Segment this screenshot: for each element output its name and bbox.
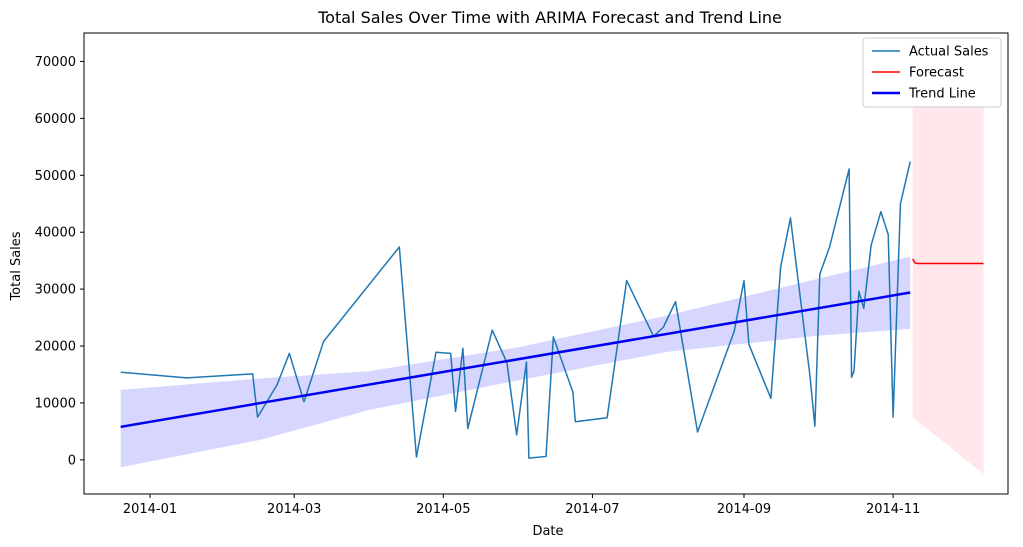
y-tick-label: 40000 bbox=[35, 226, 76, 241]
y-tick-label: 0 bbox=[68, 453, 76, 468]
chart-title: Total Sales Over Time with ARIMA Forecas… bbox=[317, 8, 782, 27]
y-axis: 0 10000 20000 30000 40000 50000 60000 70000 bbox=[35, 55, 84, 468]
x-tick-label: 2014-03 bbox=[267, 502, 321, 517]
plot-frame bbox=[83, 32, 1009, 495]
x-axis-label: Date bbox=[532, 524, 563, 539]
y-tick-label: 70000 bbox=[35, 55, 76, 70]
actual-sales-line bbox=[120, 161, 911, 459]
y-tick-label: 20000 bbox=[35, 340, 76, 355]
y-tick-label: 30000 bbox=[35, 283, 76, 298]
forecast-line bbox=[912, 258, 984, 265]
x-tick-label: 2014-07 bbox=[565, 502, 619, 517]
x-tick-label: 2014-11 bbox=[866, 502, 920, 517]
x-tick-label: 2014-01 bbox=[123, 502, 177, 517]
y-tick-label: 50000 bbox=[35, 169, 76, 184]
x-tick-label: 2014-05 bbox=[416, 502, 470, 517]
forecast-confidence-band bbox=[912, 106, 984, 475]
legend: Actual Sales Forecast Trend Line bbox=[862, 37, 1002, 108]
y-axis-label: Total Sales bbox=[9, 231, 24, 301]
plot-area bbox=[120, 106, 984, 475]
y-tick-label: 60000 bbox=[35, 112, 76, 127]
trend-confidence-band bbox=[120, 256, 911, 468]
trend-line bbox=[120, 291, 911, 429]
legend-box bbox=[862, 37, 1002, 108]
legend-label: Trend Line bbox=[908, 87, 976, 102]
x-axis: 2014-01 2014-03 2014-05 2014-07 2014-09 2014-… bbox=[123, 494, 920, 517]
legend-label: Forecast bbox=[909, 66, 964, 81]
y-tick-label: 10000 bbox=[35, 396, 76, 411]
legend-label: Actual Sales bbox=[909, 45, 989, 60]
x-tick-label: 2014-09 bbox=[717, 502, 771, 517]
